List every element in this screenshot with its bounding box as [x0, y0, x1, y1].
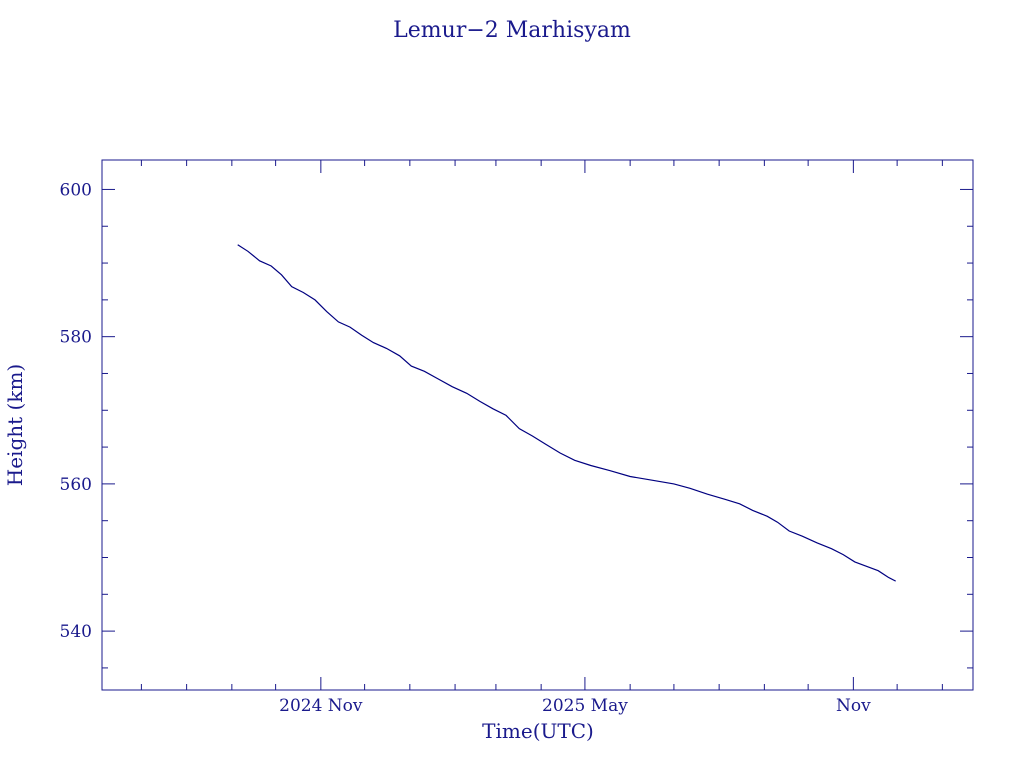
x-tick-label: Nov	[836, 696, 871, 716]
tick-labels: 540 560 580 600 2024 Nov 2025 May Nov	[60, 180, 872, 716]
x-tick-label: 2024 Nov	[279, 696, 363, 716]
y-tick-label: 560	[60, 475, 92, 495]
x-axis-label: Time(UTC)	[482, 719, 594, 743]
axis-ticks	[102, 160, 973, 690]
chart-title: Lemur−2 Marhisyam	[393, 18, 631, 43]
y-tick-label: 580	[60, 328, 92, 348]
y-tick-label: 600	[60, 180, 92, 200]
series-line	[237, 244, 896, 582]
y-axis-label: Height (km)	[3, 364, 27, 486]
x-tick-label: 2025 May	[542, 696, 628, 716]
plot-frame	[101, 159, 974, 691]
y-tick-label: 540	[60, 622, 92, 642]
